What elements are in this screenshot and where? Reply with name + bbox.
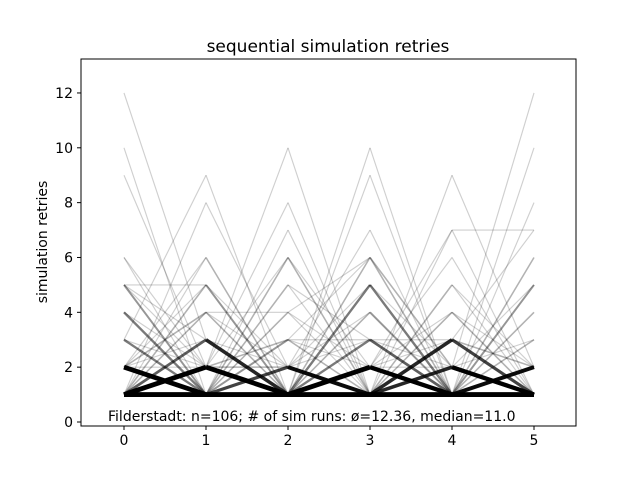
run-segment <box>369 311 453 396</box>
run-segment <box>451 92 535 368</box>
run-segment <box>369 339 453 368</box>
y-tick-label: 2 <box>64 360 73 376</box>
run-segment <box>451 229 535 395</box>
run-segment <box>205 311 289 396</box>
x-tick-label: 2 <box>284 433 293 449</box>
run-segment <box>451 311 535 396</box>
x-tick-label: 5 <box>530 433 539 449</box>
run-segment <box>369 229 453 395</box>
run-segment <box>369 365 453 397</box>
run-segment <box>205 339 289 368</box>
run-segment <box>451 339 535 368</box>
run-segment <box>287 311 371 396</box>
run-segment <box>205 338 289 397</box>
y-tick-label: 8 <box>64 196 73 212</box>
run-segment <box>205 284 289 396</box>
run-segment <box>451 229 535 341</box>
run-segment <box>369 229 453 395</box>
run-segment <box>123 202 207 395</box>
run-segment <box>123 338 207 396</box>
run-segment <box>369 175 453 395</box>
run-segment <box>287 257 371 313</box>
run-segment <box>287 229 371 395</box>
run-segment <box>123 364 207 397</box>
x-tick-label: 1 <box>202 433 211 449</box>
run-segment <box>123 284 207 396</box>
run-segment <box>123 311 207 368</box>
run-segment <box>287 284 371 368</box>
run-segment <box>205 311 289 368</box>
run-segment <box>205 339 289 368</box>
x-tick-label: 0 <box>120 433 129 449</box>
run-segment <box>123 311 207 396</box>
run-segment <box>287 147 371 395</box>
y-tick-label: 0 <box>64 415 73 431</box>
run-segment <box>369 229 453 368</box>
run-segment <box>123 284 207 368</box>
y-axis-label: simulation retries <box>35 181 51 304</box>
run-segment <box>287 339 371 368</box>
run-segment <box>123 284 207 368</box>
run-segment <box>287 284 371 396</box>
run-segment <box>287 339 371 368</box>
run-segment <box>287 175 371 395</box>
x-tick-label: 4 <box>448 433 457 449</box>
run-segment <box>369 175 453 395</box>
run-segment <box>205 175 289 395</box>
run-segment <box>287 311 371 395</box>
run-segment <box>123 284 207 396</box>
run-segment <box>451 284 535 368</box>
run-segment <box>123 92 207 340</box>
run-segment <box>205 229 289 395</box>
run-segment <box>451 338 535 396</box>
run-segment <box>451 202 535 395</box>
run-segment <box>369 284 453 396</box>
stats-annotation: Filderstadt: n=106; # of sim runs: ø=12.… <box>108 409 515 425</box>
run-segment <box>123 284 207 341</box>
run-segment <box>205 202 289 368</box>
y-tick-label: 10 <box>55 141 73 157</box>
run-segment <box>369 147 453 395</box>
run-segment <box>123 311 207 368</box>
run-segment <box>451 284 535 395</box>
run-segment <box>451 311 535 368</box>
run-segment <box>451 311 535 396</box>
run-segment <box>205 311 289 396</box>
run-segment <box>287 284 371 341</box>
run-segment <box>287 147 371 395</box>
run-segment <box>205 202 289 368</box>
run-segment <box>451 284 535 368</box>
run-segment <box>205 147 289 368</box>
run-segment <box>369 339 453 368</box>
run-segment <box>451 365 535 397</box>
run-segment <box>451 284 535 396</box>
y-tick-label: 6 <box>64 250 73 266</box>
run-segment <box>205 364 289 397</box>
run-segment <box>451 174 535 368</box>
run-segment <box>369 311 453 396</box>
run-segment <box>123 174 207 368</box>
y-tick-label: 4 <box>64 305 73 321</box>
chart-title: sequential simulation retries <box>207 37 450 57</box>
x-tick-label: 3 <box>366 433 375 449</box>
run-segment <box>205 284 289 396</box>
run-segment <box>451 339 535 368</box>
run-segment <box>451 147 535 395</box>
run-segment <box>123 174 207 340</box>
run-segment <box>369 284 453 368</box>
run-segment <box>287 364 371 397</box>
run-lines-layer <box>123 92 535 397</box>
run-segment <box>287 229 371 368</box>
run-segment <box>287 202 371 395</box>
y-tick-label: 12 <box>55 86 73 102</box>
run-segment <box>287 338 371 396</box>
axis-frame <box>80 58 577 427</box>
run-segment <box>287 257 371 341</box>
run-segment <box>369 338 453 397</box>
run-segment <box>123 147 207 395</box>
run-segment <box>205 284 289 368</box>
